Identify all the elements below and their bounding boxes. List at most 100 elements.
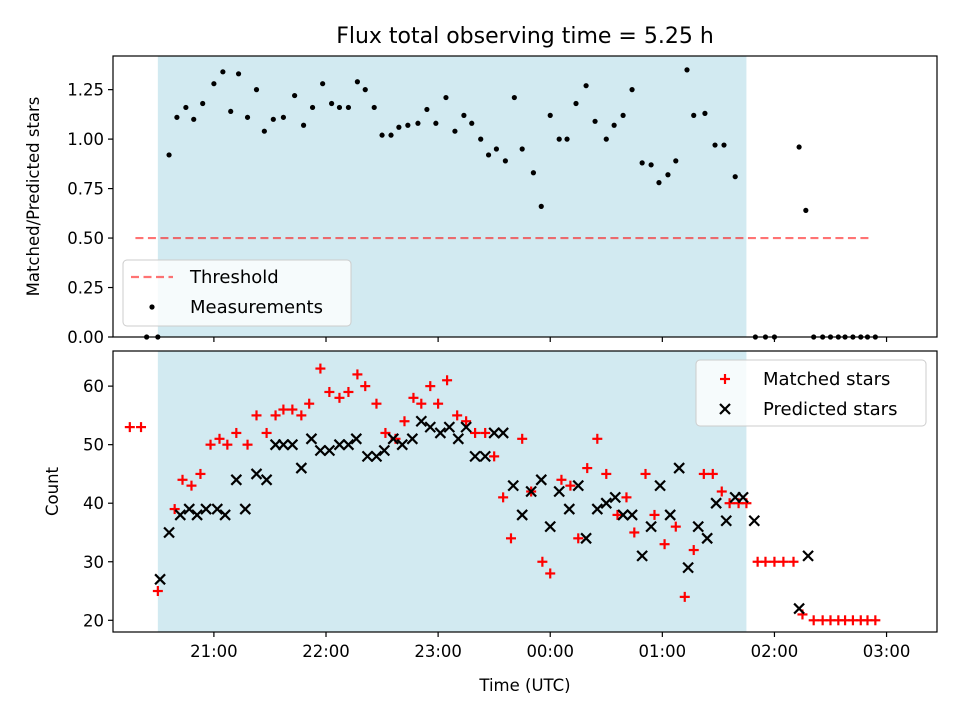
predicted-star-point (295, 462, 308, 474)
predicted-star-point (479, 450, 491, 463)
x-b (361, 450, 374, 463)
matched-star-point (408, 392, 419, 403)
x-tick-label: 03:00 (863, 642, 911, 661)
matched-star-point (612, 509, 623, 520)
x-b (406, 433, 419, 445)
predicted-star-point (323, 444, 336, 457)
matched-star-point (582, 463, 593, 474)
predicted-star-point (200, 503, 212, 515)
matched-star-point (425, 381, 436, 392)
legend-measurement-swatch (149, 304, 155, 310)
matched-star-point (517, 433, 528, 444)
predicted-star-point (174, 509, 187, 521)
x-b (617, 509, 629, 521)
matched-star-point (679, 591, 690, 602)
series-predicted-stars (154, 415, 814, 615)
x-b (720, 514, 733, 527)
predicted-star-point (664, 509, 676, 521)
x-b (452, 433, 465, 445)
legend-matched-swatch (720, 374, 730, 384)
predicted-star-point (333, 438, 346, 451)
x-b (396, 438, 409, 451)
matched-star-point (769, 556, 780, 567)
measurement-point (200, 100, 206, 107)
predicted-star-point (673, 462, 685, 474)
x-tick-label: 00:00 (526, 642, 574, 661)
predicted-star-point (452, 433, 465, 445)
measurement-point (270, 116, 276, 122)
measurement-point (702, 110, 708, 116)
x-b (286, 438, 299, 451)
measurement-point (280, 114, 287, 120)
matched-star-point (870, 615, 881, 626)
predicted-star-point (516, 509, 528, 521)
predicted-star-point (415, 415, 428, 428)
matched-star-point (270, 410, 281, 421)
predicted-star-point (802, 550, 814, 562)
x-b (748, 514, 761, 527)
x-b (342, 438, 355, 451)
matched-star-point (177, 474, 188, 485)
predicted-star-point (350, 433, 363, 445)
measurement-point (345, 104, 352, 111)
x-b (174, 509, 187, 521)
legend: Threshold Measurements (122, 259, 352, 327)
matched-star-point (251, 410, 262, 421)
predicted-star-point (314, 444, 327, 457)
measurement-point (732, 174, 738, 180)
observing-window-shade (157, 351, 747, 632)
measurement-point (433, 120, 439, 126)
matched-star-point (380, 427, 391, 438)
matched-star-point (399, 416, 410, 427)
y-tick-label: 1.25 (67, 81, 104, 100)
x-b (424, 421, 437, 433)
matched-star-point (565, 480, 576, 491)
x-tick-label: 22:00 (302, 642, 350, 661)
predicted-star-point (553, 485, 565, 498)
measurement-point (573, 100, 579, 107)
measurement-point (183, 104, 189, 111)
measurement-point (244, 114, 251, 120)
x-b (600, 497, 613, 509)
measurement-point (405, 122, 411, 128)
matched-star-point (169, 504, 180, 515)
predicted-star-point (387, 433, 400, 445)
x-b (719, 403, 731, 415)
matched-star-point (716, 486, 727, 497)
x-b (219, 509, 231, 521)
measurement-point (354, 79, 360, 85)
measurement-point (592, 118, 598, 124)
measurement-point (611, 122, 617, 128)
matched-star-point (352, 369, 363, 380)
measurement-point (452, 128, 458, 134)
predicted-star-point (497, 427, 509, 439)
measurement-point (261, 128, 267, 134)
x-b (609, 491, 622, 504)
predicted-star-point (460, 421, 472, 433)
predicted-star-point (370, 450, 383, 463)
x-b (535, 474, 548, 486)
x-tick-label: 21:00 (190, 642, 238, 661)
predicted-star-point (434, 427, 447, 439)
matched-star-point (698, 468, 709, 479)
measurement-point (443, 94, 449, 101)
y-tick-label: 60 (83, 377, 104, 396)
measurement-point (478, 136, 484, 142)
predicted-star-point (636, 550, 648, 562)
legend-matched-label: Matched stars (763, 369, 890, 390)
matched-star-point (461, 416, 472, 427)
matched-star-point (480, 427, 491, 438)
y-tick-label: 0.00 (67, 328, 104, 347)
matched-star-point (334, 392, 345, 403)
measurement-point (502, 158, 508, 164)
measurement-point (648, 162, 654, 168)
predicted-star-point (183, 503, 196, 515)
y-axis-label: Matched/Predicted stars (24, 97, 43, 297)
predicted-star-point (563, 503, 576, 515)
y-tick-label: 30 (83, 553, 104, 572)
measurement-point (424, 106, 430, 113)
matched-star-point (152, 586, 163, 597)
x-b (200, 503, 212, 515)
matched-star-point (242, 439, 253, 450)
x-b (793, 602, 805, 615)
